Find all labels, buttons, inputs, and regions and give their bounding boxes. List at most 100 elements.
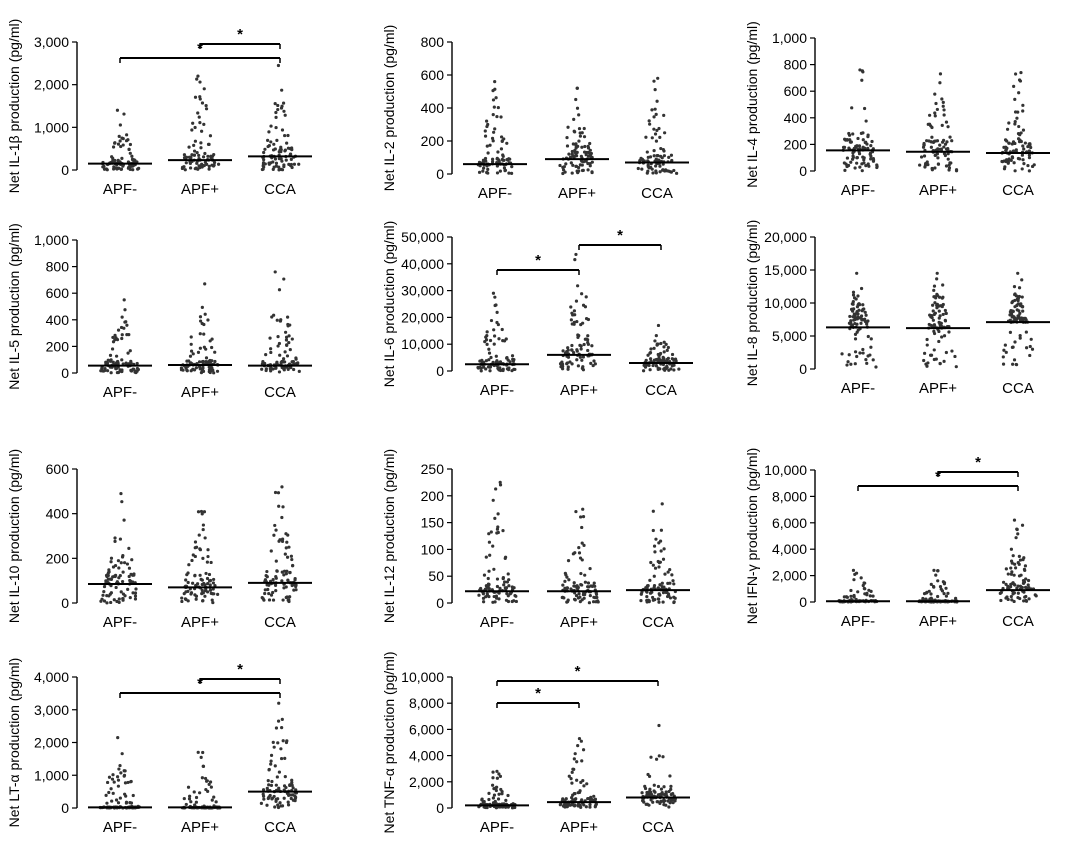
data-point [261,788,266,792]
data-point [491,113,495,117]
data-point [269,759,273,763]
data-point [280,485,284,489]
data-point [653,566,658,570]
y-tick-label: 0 [61,162,69,178]
data-point [1003,343,1007,347]
data-point [110,799,114,803]
data-point [644,358,648,362]
data-point [263,591,267,596]
data-point [578,595,582,599]
data-point [593,797,598,801]
data-point [280,128,285,132]
data-point [510,806,515,810]
significance-star: * [237,26,243,43]
data-point [940,140,945,144]
data-point [280,537,285,541]
data-point [922,143,926,147]
data-point [662,154,666,158]
data-point [580,292,584,296]
data-point [273,523,277,528]
data-point [588,164,592,168]
y-tick-label: 10,000 [401,336,444,352]
data-point [939,587,943,591]
data-point [935,293,940,298]
data-point [942,334,947,338]
data-point [274,797,278,801]
data-point [652,358,657,362]
data-point [286,146,291,150]
significance-star: * [535,252,541,269]
data-point [576,165,581,170]
category-label-cca: CCA [1002,182,1034,199]
data-point [563,170,567,174]
data-point [200,776,204,780]
data-point [577,113,581,117]
data-point [133,597,138,601]
data-point [135,361,139,366]
data-point [285,595,289,599]
data-point [179,366,184,370]
data-point [507,171,511,175]
data-point [184,802,188,807]
data-point [108,592,112,596]
y-tick-label: 600 [46,285,70,301]
data-point [506,572,510,576]
data-point [565,361,570,365]
category-label-apf: APF- [841,613,875,630]
data-point [208,339,212,343]
data-point [852,595,856,599]
data-point [661,755,665,759]
data-point [112,598,116,602]
data-point [672,368,676,372]
data-point [204,356,209,360]
data-point [283,350,287,354]
data-point [867,164,871,168]
data-point [652,79,656,83]
data-point [859,286,864,291]
data-point [277,168,281,172]
data-point [932,295,936,299]
y-tick-label: 8,000 [409,695,444,711]
data-point [197,360,202,364]
data-point [576,364,580,368]
data-point [272,794,276,799]
data-point [930,135,934,139]
data-point [657,126,661,131]
data-point [1010,570,1014,574]
data-point [1023,564,1028,568]
data-point [1015,116,1019,120]
y-axis-title: Net TNF-α production (pg/ml) [381,651,397,833]
data-point [186,599,190,603]
data-point [925,343,929,347]
data-point [288,570,292,575]
data-point [1026,144,1030,149]
data-point [196,350,201,354]
data-point [487,587,491,591]
data-point [280,570,284,574]
data-point [103,368,107,373]
data-point [276,344,280,348]
data-point [203,536,207,540]
data-point [944,120,949,124]
data-point [262,150,266,155]
data-point [127,566,132,570]
data-point [849,319,853,323]
data-point [1001,580,1006,584]
data-point [496,525,500,529]
data-point [285,555,290,559]
category-label-cca: CCA [1002,613,1034,630]
data-point [667,594,671,598]
data-point [491,600,495,604]
data-point [576,284,580,288]
data-point [1011,140,1016,144]
data-point [293,796,298,800]
data-point [570,171,574,175]
data-point [110,155,114,159]
data-point [119,325,124,330]
category-label-apf: APF+ [560,819,598,836]
data-point [288,152,293,156]
data-point [573,551,577,555]
data-point [1009,572,1013,576]
data-point [180,166,185,171]
